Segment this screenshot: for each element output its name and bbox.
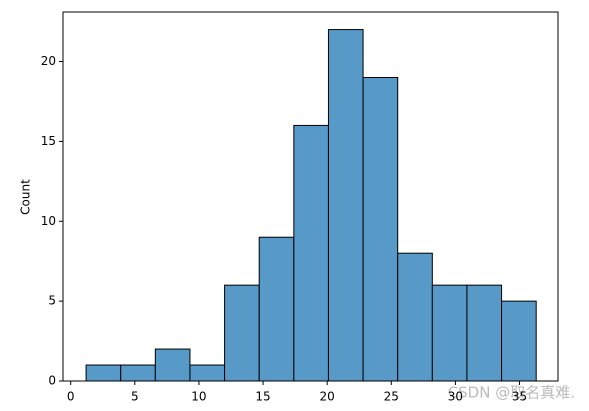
- bar: [466, 284, 503, 382]
- bar: [293, 124, 329, 382]
- y-tick-label: 15: [41, 134, 56, 148]
- bar: [224, 284, 260, 382]
- x-tick-label: 0: [67, 390, 75, 404]
- bar: [258, 236, 295, 382]
- y-axis-label: Count: [19, 179, 33, 215]
- x-tick-label: 5: [131, 390, 139, 404]
- x-tick-label: 10: [191, 390, 206, 404]
- x-tick-label: 15: [255, 390, 270, 404]
- x-tick-label: 35: [512, 390, 527, 404]
- x-tick-label: 30: [448, 390, 463, 404]
- y-tick-label: 10: [41, 214, 56, 228]
- x-tick-label: 20: [320, 390, 335, 404]
- bar: [85, 364, 122, 382]
- bar: [501, 300, 537, 382]
- bar: [120, 364, 156, 382]
- y-tick-label: 5: [48, 294, 56, 308]
- bar: [154, 348, 191, 382]
- bar: [362, 76, 399, 382]
- watermark: CSDN @取名真难.: [448, 384, 575, 402]
- bar: [431, 284, 468, 382]
- bar: [189, 364, 226, 382]
- x-tick-label: 25: [384, 390, 399, 404]
- y-tick-label: 0: [48, 374, 56, 388]
- bar: [327, 29, 364, 382]
- y-tick-label: 20: [41, 54, 56, 68]
- plot-frame: [62, 11, 559, 382]
- bar: [397, 252, 433, 382]
